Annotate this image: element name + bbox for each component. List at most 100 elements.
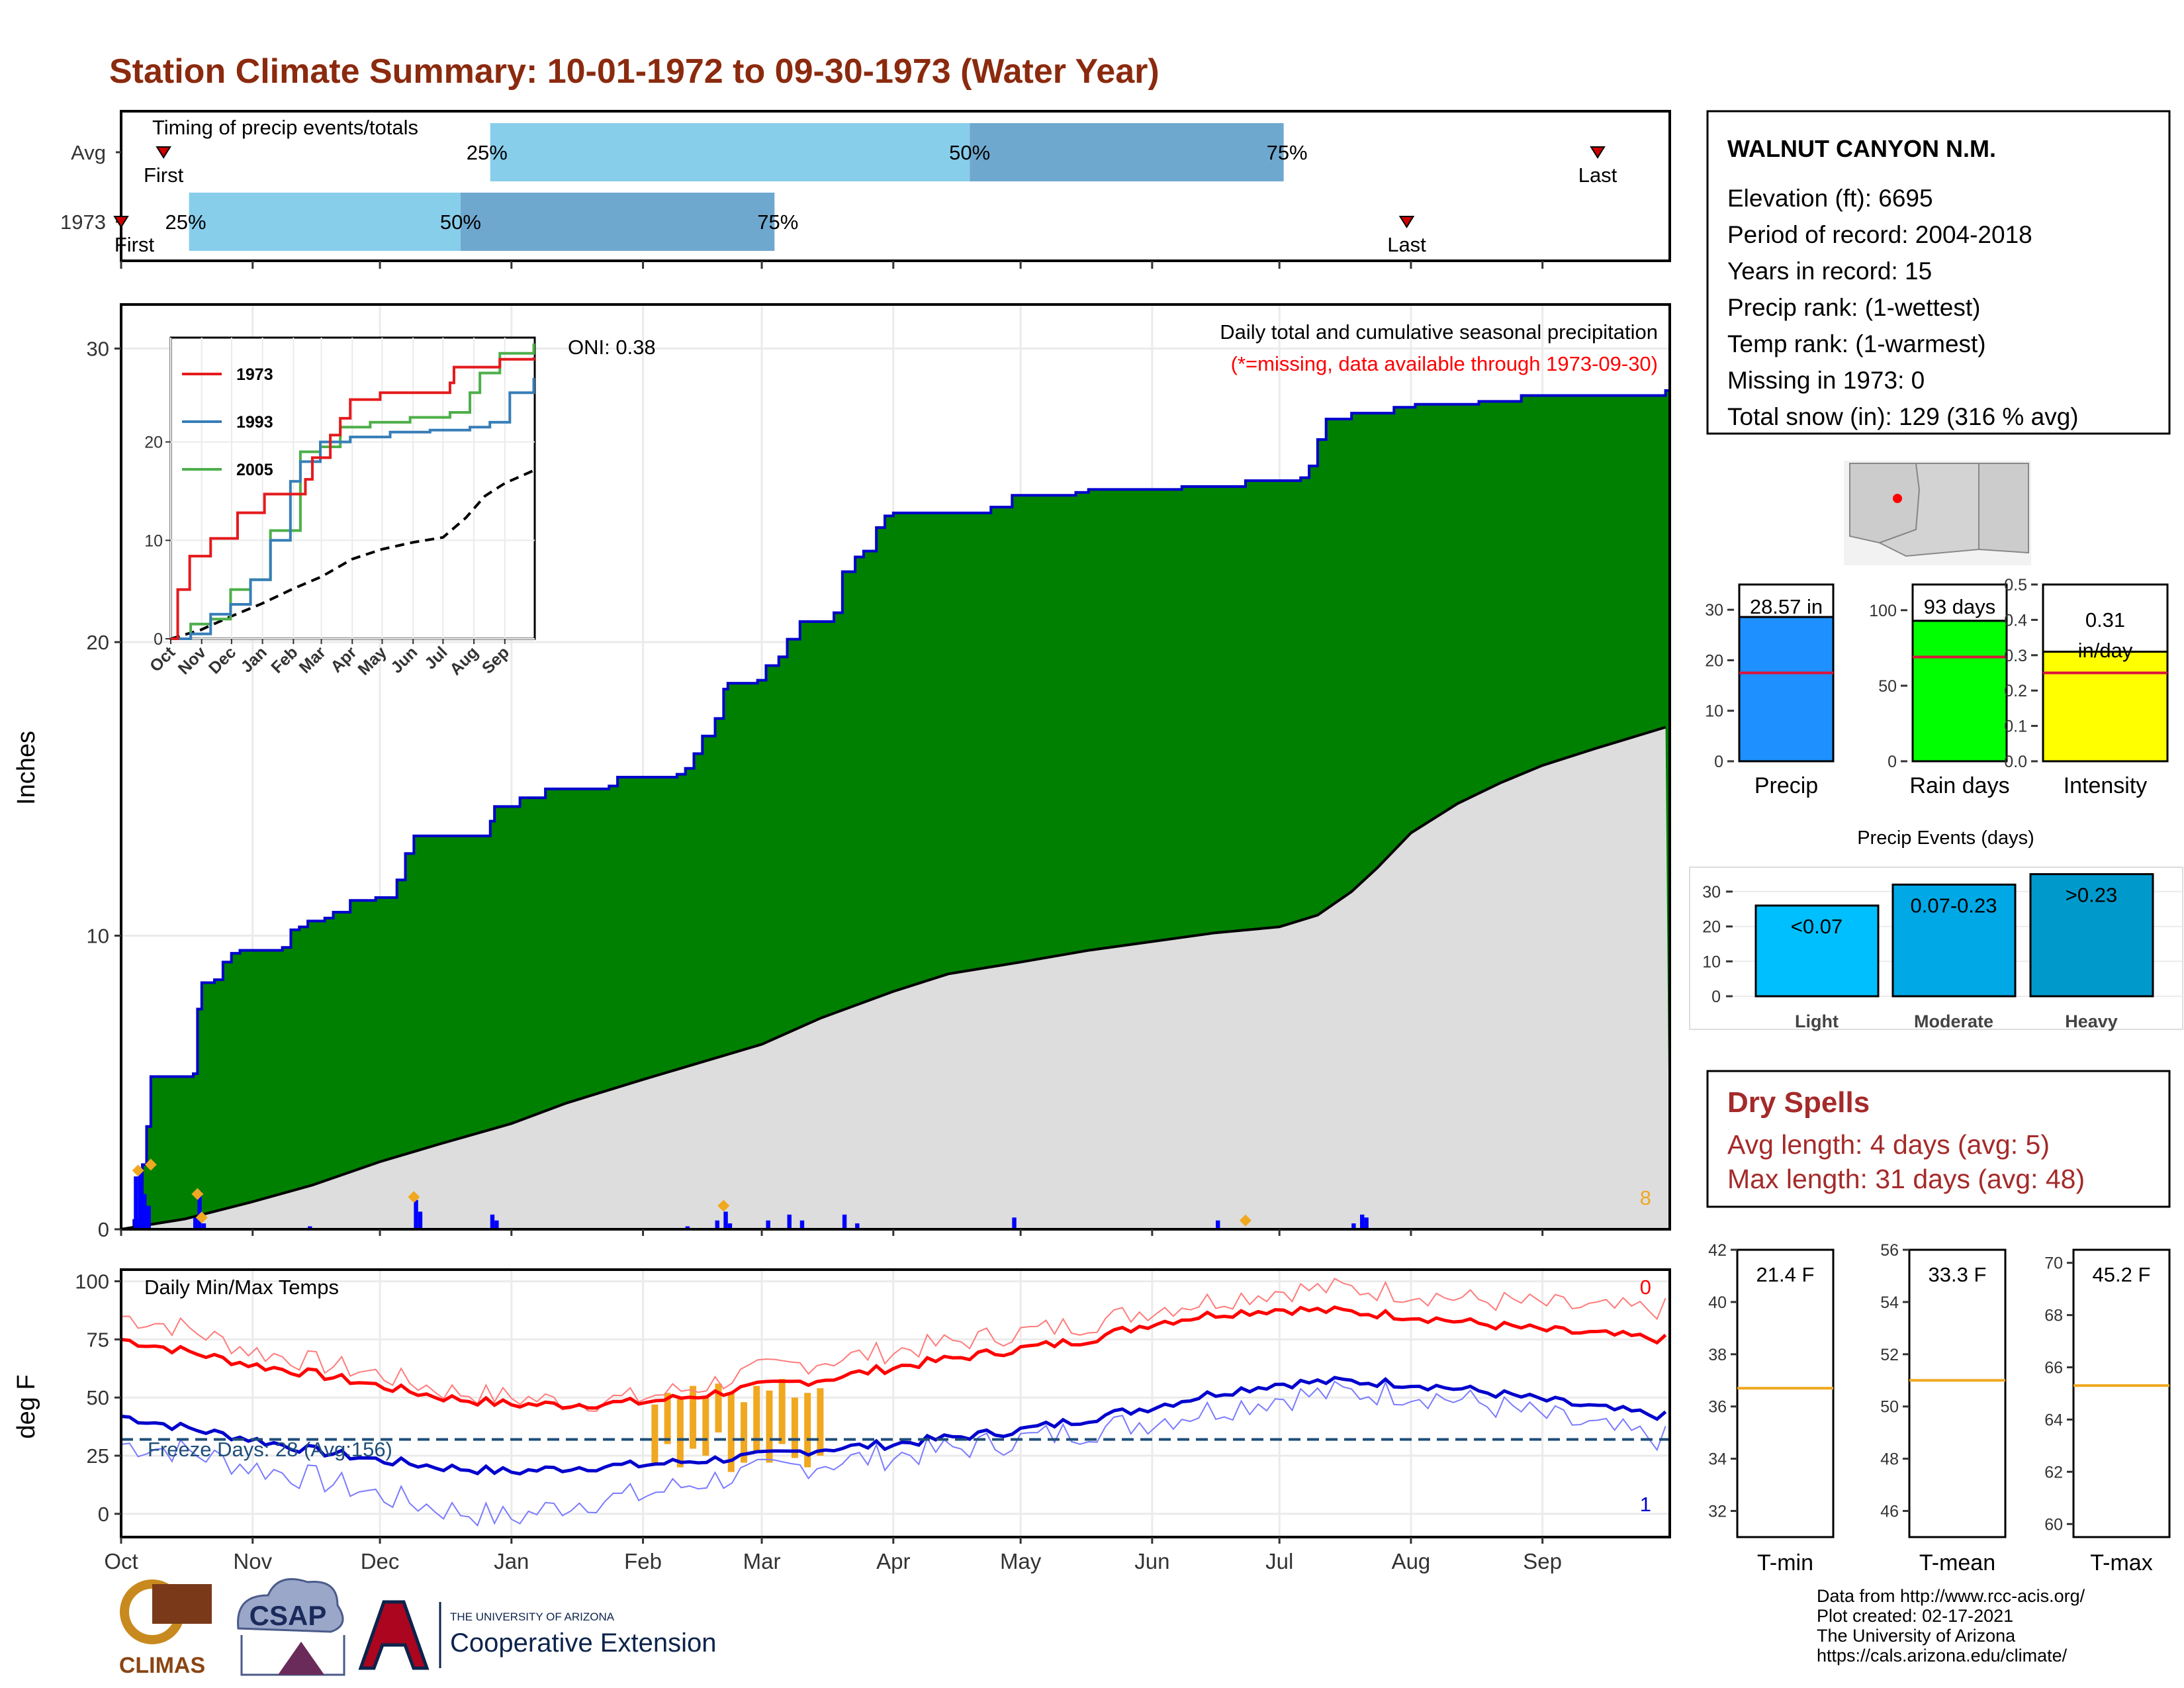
timing-first-label: First [114, 233, 155, 256]
temp-y-axis: 0 25 50 75 100 [75, 1270, 121, 1526]
daily-precip-bar [308, 1226, 312, 1229]
average-cumulative-area [121, 727, 1670, 1229]
summary-bar [1911, 620, 2008, 763]
month-tick-label: Nov [233, 1549, 272, 1573]
events-bar-label: <0.07 [1791, 915, 1843, 938]
daily-precip-bar [766, 1220, 770, 1229]
temp-summary-y-tick-label: 64 [2044, 1411, 2063, 1429]
timing-first-marker [113, 216, 129, 228]
temp-summary-value: 33.3 F [1929, 1263, 1987, 1286]
station-detail-line: Period of record: 2004-2018 [1727, 221, 2032, 248]
timing-q25-q50-bar [189, 193, 461, 251]
inset-y-tick-label: 0 [154, 630, 163, 649]
timing-first-label: First [144, 164, 184, 187]
timing-q25-label: 25% [165, 211, 206, 234]
month-tick-label: Feb [624, 1549, 662, 1573]
summary-y-tick-label: 0.5 [2004, 576, 2027, 594]
temp-snow-bar [715, 1383, 722, 1432]
daily-precip-bar [715, 1220, 719, 1229]
timing-q50-label: 50% [440, 211, 481, 234]
summary-y-tick-label: 20 [1705, 651, 1723, 670]
ua-small-text: THE UNIVERSITY OF ARIZONA [450, 1611, 615, 1623]
daily-precip-bar [490, 1214, 495, 1229]
events-y-tick-label: 20 [1702, 918, 1721, 937]
temp-summary-label: T-max [2090, 1550, 2152, 1575]
daily-precip-bar [1216, 1220, 1220, 1229]
timing-rows: Avg 25% 50% 75% First Last 1973 25% 50% 75% First L… [60, 123, 1617, 269]
daily-precip-bar [197, 1191, 202, 1229]
summary-y-tick-label: 50 [1878, 677, 1897, 696]
temp-chart: 0 25 50 75 100 Oct Nov Dec Jan Feb Mar Apr May Jun Ju… [13, 1268, 1671, 1573]
temp-summary-y-tick-label: 60 [2044, 1515, 2063, 1534]
timing-q50-label: 50% [949, 141, 990, 164]
dry-spells-frame [1706, 1070, 2171, 1208]
temp-summary-y-tick-label: 70 [2044, 1254, 2063, 1273]
summary-label-box [1911, 583, 2008, 622]
temp-top-count: 0 [1640, 1276, 1651, 1299]
month-tick-label: Aug [1392, 1549, 1431, 1573]
credit-line: Plot created: 02-17-2021 [1817, 1606, 2013, 1626]
cumulative-1973-line [121, 389, 1670, 1231]
inset-legend-label: 1973 [236, 365, 273, 384]
station-detail-line: Missing in 1973: 0 [1727, 367, 1925, 394]
summary-y-tick-label: 0.0 [2004, 753, 2027, 771]
inset-legend-label: 1993 [236, 413, 273, 432]
daily-precip-bar [855, 1223, 860, 1229]
summary-value-label: 28.57 in [1750, 595, 1823, 618]
temp-y-tick-label: 25 [87, 1444, 109, 1468]
freeze-days-label: Freeze Days: 28 (Avg:156) [148, 1438, 392, 1461]
snow-marker [408, 1191, 420, 1203]
precip-y-tick-label: 10 [87, 925, 109, 948]
summary-label-box [2042, 583, 2169, 653]
daily-precip-bar [727, 1223, 733, 1229]
temp-summary-y-tick-label: 52 [1880, 1346, 1899, 1364]
temp-snow-bar [791, 1397, 798, 1458]
locator-map [1843, 459, 2032, 567]
month-tick-label: May [1000, 1549, 1042, 1573]
snow-marker [144, 1158, 157, 1171]
temp-summary-y-tick-label: 46 [1880, 1503, 1899, 1521]
temp-snow-bars [651, 1379, 824, 1472]
daily-precip-bars [134, 1167, 1369, 1229]
daily-precip-bar [1360, 1214, 1365, 1229]
csap-cloud [237, 1578, 344, 1633]
avg-tmax-line [120, 1305, 1667, 1410]
summary-axis-label: Rain days [1909, 773, 2009, 798]
daily-precip-bar [138, 1167, 143, 1229]
credit-line: https://cals.arizona.edu/climate/ [1817, 1646, 2068, 1665]
temp-snow-bar [651, 1404, 659, 1463]
station-name: WALNUT CANYON N.M. [1727, 135, 1996, 162]
temp-summary-value: 45.2 F [2093, 1263, 2151, 1286]
summary-y-tick-label: 0 [1714, 753, 1723, 771]
temp-snow-bar [804, 1393, 811, 1468]
timing-q75-label: 75% [757, 211, 798, 234]
credits: Data from http://www.rcc-acis.org/Plot c… [1817, 1586, 2085, 1665]
temp-y-tick-label: 75 [87, 1328, 109, 1351]
station-detail-line: Total snow (in): 129 (316 % avg) [1727, 403, 2079, 430]
daily-precip-bar [799, 1220, 805, 1229]
ua-logo: THE UNIVERSITY OF ARIZONA Cooperative Ex… [358, 1600, 716, 1670]
daily-precip-bar [1364, 1217, 1369, 1229]
station-location-dot [1893, 494, 1902, 503]
timing-q50-q75-bar [460, 193, 775, 251]
temp-bottom-count: 1 [1640, 1493, 1651, 1516]
month-tick-label: Jan [494, 1549, 529, 1573]
csap-logo: CSAP [237, 1578, 345, 1676]
events-title: Precip Events (days) [1857, 827, 2034, 849]
timing-panel: Timing of precip events/totals Avg 25% 50%… [60, 110, 1671, 269]
month-tick-label: Apr [876, 1549, 910, 1573]
events-category-label: Moderate [1914, 1011, 1993, 1031]
timing-q75-label: 75% [1267, 141, 1308, 164]
climas-text: CLIMAS [119, 1653, 205, 1678]
precip-frame [120, 303, 1671, 1231]
summary-axis-label: Precip [1754, 773, 1818, 798]
ua-a-mark [358, 1600, 430, 1670]
station-detail-line: Years in record: 15 [1727, 258, 1932, 285]
dry-spells-max: Max length: 31 days (avg: 48) [1727, 1164, 2085, 1194]
credit-line: Data from http://www.rcc-acis.org/ [1817, 1586, 2085, 1606]
temp-snow-bar [778, 1379, 786, 1444]
inset-series [170, 343, 535, 640]
temp-summary-y-tick-label: 42 [1708, 1241, 1727, 1260]
snow-marker [191, 1188, 204, 1200]
